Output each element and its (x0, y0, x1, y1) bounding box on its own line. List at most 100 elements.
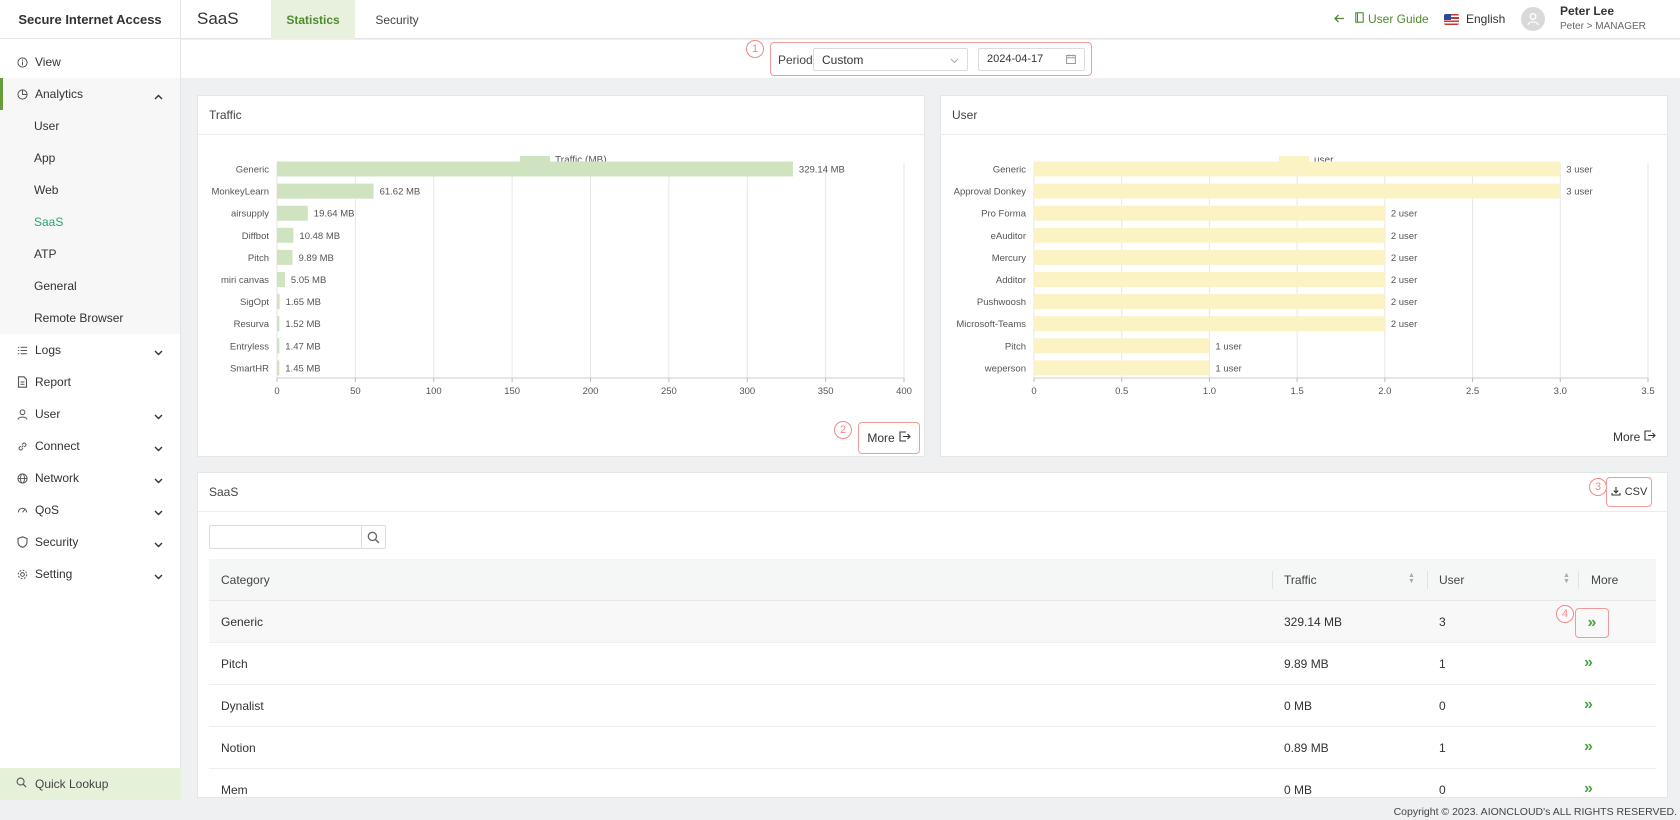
row-detail-button[interactable]: » (1584, 697, 1593, 713)
sidebar-subitem-atp[interactable]: ATP (0, 238, 180, 270)
gauge-icon (16, 504, 28, 516)
x-tick-label: 3.0 (1554, 386, 1567, 397)
cell-traffic: 329.14 MB (1284, 615, 1343, 629)
x-tick-label: 200 (583, 386, 599, 397)
bar-value-label: 19.64 MB (314, 209, 355, 220)
search-box (209, 525, 386, 549)
arrow-left-icon (1334, 12, 1345, 26)
user-role: Peter > MANAGER (1560, 21, 1646, 32)
user-card-title: User (941, 96, 1667, 135)
sidebar-item-network[interactable]: Network (0, 462, 180, 494)
column-header-user[interactable]: User ▲ ▼ (1439, 559, 1574, 601)
cell-user: 0 (1439, 783, 1446, 797)
x-tick-label: 250 (661, 386, 677, 397)
tab-security[interactable]: Security (375, 12, 419, 27)
bar-value-label: 1 user (1215, 363, 1241, 374)
legend-label: Traffic (MB) (555, 155, 607, 166)
x-tick-label: 0.5 (1115, 386, 1128, 397)
csv-download-button[interactable]: CSV (1606, 477, 1652, 507)
sidebar-item-report[interactable]: Report (0, 366, 180, 398)
column-header-label: Traffic (1284, 573, 1317, 587)
shield-icon (16, 536, 28, 548)
bar (277, 183, 374, 199)
sidebar-item-logs[interactable]: Logs (0, 334, 180, 366)
bar (1034, 161, 1561, 177)
row-detail-button[interactable]: » (1584, 655, 1593, 671)
bar-value-label: 3 user (1566, 187, 1592, 198)
saas-table-card: SaaS 3 CSV Category Traffic ▲ ▼ User ▲ ▼ M… (197, 472, 1668, 798)
traffic-legend: Traffic (MB) (520, 155, 607, 166)
tab-statistics[interactable]: Statistics (271, 0, 355, 39)
sort-icon[interactable]: ▲ ▼ (1563, 572, 1570, 585)
period-select[interactable]: Custom (813, 48, 968, 71)
page-title: SaaS (197, 9, 239, 28)
language-selector[interactable]: English (1444, 12, 1505, 26)
chevron-down-icon (154, 537, 163, 551)
category-label: MonkeyLearn (211, 187, 269, 198)
user-card: User user 0 0.5 1.0 1.5 2.0 2.5 3.0 3.5 Generic 3… (940, 95, 1668, 457)
sidebar-item-label: Analytics (35, 87, 84, 101)
category-label: Pushwoosh (977, 297, 1026, 308)
sidebar-subitem-web[interactable]: Web (0, 174, 180, 206)
double-chevron-right-icon: » (1584, 780, 1593, 797)
bar-value-label: 1.52 MB (285, 319, 320, 330)
row-detail-button[interactable]: » (1584, 780, 1593, 797)
sidebar-item-security[interactable]: Security (0, 526, 180, 558)
x-tick-label: 100 (426, 386, 442, 397)
user-name: Peter Lee (1560, 4, 1615, 18)
category-label: Pitch (1005, 341, 1026, 352)
table-row: Dynalist 0 MB 0 » (209, 685, 1656, 727)
legend-label: user (1314, 155, 1334, 166)
sidebar-item-view[interactable]: View (0, 46, 180, 78)
bar (277, 227, 294, 243)
sidebar-item-qos[interactable]: QoS (0, 494, 180, 526)
category-label: SigOpt (240, 297, 269, 308)
row-detail-button[interactable]: » (1575, 608, 1609, 638)
user-more-button[interactable]: More (1613, 430, 1657, 444)
sidebar-item-label: Setting (35, 567, 73, 581)
category-label: miri canvas (221, 275, 269, 286)
category-label: airsupply (231, 209, 269, 220)
bar (1034, 205, 1385, 221)
sidebar-subitem-general[interactable]: General (0, 270, 180, 302)
brand-title: Secure Internet Access (0, 0, 180, 39)
bar (1034, 272, 1385, 287)
search-input[interactable] (210, 526, 362, 548)
sidebar-subitem-saas[interactable]: SaaS (0, 206, 180, 238)
row-detail-button[interactable]: » (1584, 739, 1593, 755)
column-divider (1272, 571, 1273, 589)
double-chevron-right-icon: » (1587, 614, 1597, 631)
user-guide-link[interactable]: User Guide (1334, 12, 1429, 26)
sidebar-item-label: Security (35, 535, 79, 549)
bar-value-label: 2 user (1391, 231, 1417, 242)
sidebar-item-connect[interactable]: Connect (0, 430, 180, 462)
traffic-more-button[interactable]: More (858, 422, 920, 454)
sidebar-item-user[interactable]: User (0, 398, 180, 430)
sidebar-item-setting[interactable]: Setting (0, 558, 180, 590)
cell-traffic: 0 MB (1284, 699, 1313, 713)
bar-value-label: 2 user (1391, 297, 1417, 308)
table-row: Generic 329.14 MB 3 4 » (209, 601, 1656, 643)
bar-value-label: 2 user (1391, 209, 1417, 220)
sidebar-subitem-app[interactable]: App (0, 142, 180, 174)
sidebar-subitem-user[interactable]: User (0, 110, 180, 142)
category-label: Entryless (230, 341, 269, 352)
marker-2: 2 (834, 421, 852, 439)
avatar[interactable] (1521, 7, 1545, 31)
date-picker[interactable]: 2024-04-17 (978, 48, 1085, 71)
sidebar-item-analytics[interactable]: Analytics (0, 78, 180, 110)
cell-category: Dynalist (221, 699, 264, 713)
bar (277, 249, 293, 265)
quick-lookup-button[interactable]: Quick Lookup (0, 768, 181, 800)
search-button[interactable] (361, 526, 385, 548)
download-icon (1611, 486, 1621, 499)
category-label: Pro Forma (981, 209, 1027, 220)
more-label: More (867, 431, 895, 445)
period-bar: 1 Period Custom 2024-04-17 (181, 40, 1680, 78)
sort-icon[interactable]: ▲ ▼ (1408, 572, 1415, 585)
column-header-traffic[interactable]: Traffic ▲ ▼ (1284, 559, 1419, 601)
bar (1034, 338, 1210, 354)
cell-user: 1 (1439, 741, 1446, 755)
sidebar-item-label: View (35, 55, 61, 69)
sidebar-subitem-remote-browser[interactable]: Remote Browser (0, 302, 180, 334)
